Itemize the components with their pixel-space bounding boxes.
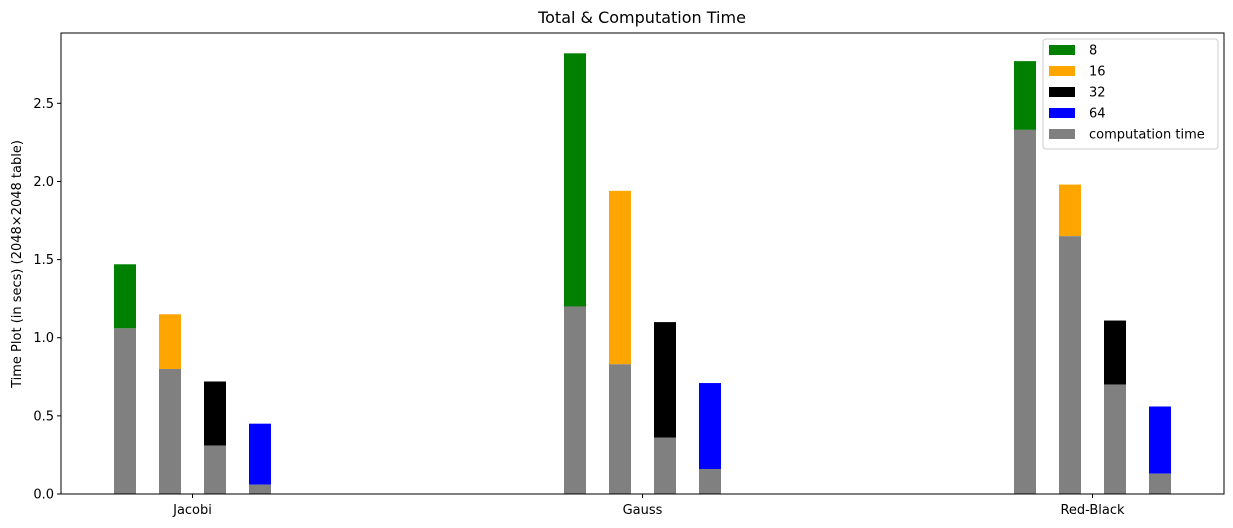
- bar-total-16-red-black: [1059, 184, 1081, 237]
- legend-label: 32: [1089, 86, 1106, 101]
- legend-swatch: [1049, 87, 1075, 97]
- bar-computation-8-gauss: [564, 306, 586, 494]
- bar-computation-16-jacobi: [159, 368, 181, 494]
- x-tick-label: Red-Black: [1060, 503, 1125, 518]
- bar-computation-64-jacobi: [249, 484, 271, 494]
- x-tick-label: Jacobi: [172, 503, 212, 518]
- y-tick-label: 0.5: [33, 409, 54, 424]
- bar-computation-64-gauss: [699, 468, 721, 494]
- y-axis-ticks: 0.0 0.5 1.0 1.5 2.0 2.5: [33, 97, 61, 503]
- bar-computation-16-gauss: [609, 364, 631, 494]
- bar-total-64-gauss: [699, 383, 721, 469]
- bar-computation-32-red-black: [1104, 384, 1126, 494]
- chart-title: Total & Computation Time: [537, 8, 746, 27]
- legend-label: computation time: [1089, 128, 1205, 143]
- legend-swatch: [1049, 108, 1075, 118]
- legend-swatch: [1049, 66, 1075, 76]
- legend-label: 16: [1089, 65, 1106, 80]
- y-tick-label: 1.5: [33, 253, 54, 268]
- bar-total-8-jacobi: [114, 264, 136, 329]
- bars: [114, 53, 1171, 495]
- legend-label: 64: [1089, 107, 1106, 122]
- x-tick-label: Gauss: [623, 503, 663, 518]
- bar-computation-32-gauss: [654, 437, 676, 494]
- legend-label: 8: [1089, 44, 1097, 59]
- bar-total-16-gauss: [609, 190, 631, 365]
- y-tick-label: 2.0: [33, 175, 54, 190]
- bar-total-16-jacobi: [159, 314, 181, 369]
- bar-total-8-gauss: [564, 53, 586, 307]
- y-tick-label: 0.0: [33, 488, 54, 503]
- bar-computation-32-jacobi: [204, 445, 226, 494]
- bar-total-32-gauss: [654, 322, 676, 438]
- x-axis-ticks: Jacobi Gauss Red-Black: [172, 494, 1125, 518]
- legend-box: [1042, 38, 1219, 150]
- y-tick-label: 2.5: [33, 97, 54, 112]
- bar-total-64-jacobi: [249, 423, 271, 485]
- legend: 8 16 32 64 computation time: [1042, 38, 1219, 150]
- legend-swatch: [1049, 45, 1075, 55]
- bar-computation-8-red-black: [1014, 129, 1036, 495]
- bar-computation-64-red-black: [1149, 473, 1171, 494]
- legend-swatch: [1049, 129, 1075, 139]
- y-axis-label: Time Plot (in secs) (2048×2048 table): [10, 140, 25, 389]
- bar-total-64-red-black: [1149, 406, 1171, 474]
- bar-total-8-red-black: [1014, 61, 1036, 130]
- bar-total-32-red-black: [1104, 320, 1126, 385]
- bar-computation-8-jacobi: [114, 328, 136, 494]
- y-tick-label: 1.0: [33, 331, 54, 346]
- bar-total-32-jacobi: [204, 381, 226, 446]
- bar-computation-16-red-black: [1059, 236, 1081, 495]
